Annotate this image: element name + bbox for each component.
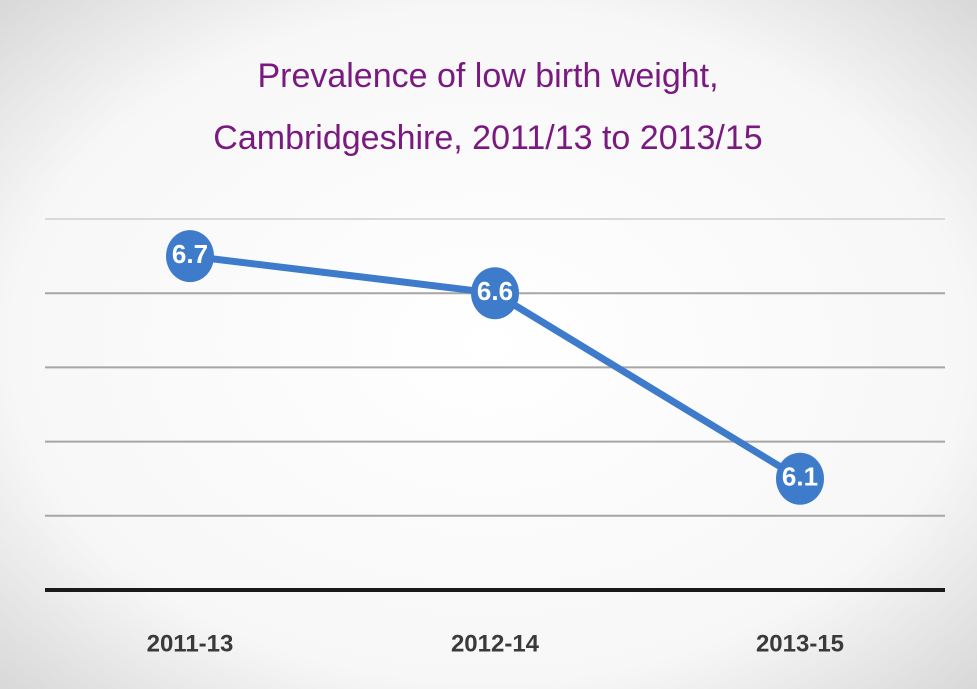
marker: [776, 452, 824, 505]
data-label: 6.1: [782, 462, 818, 492]
x-tick-label: 2013-15: [756, 630, 844, 657]
marker: [166, 230, 214, 283]
x-tick-label: 2012-14: [451, 630, 540, 657]
chart-title: Prevalence of low birth weight,: [257, 57, 718, 95]
chart-title: Cambridgeshire, 2011/13 to 2013/15: [213, 119, 762, 157]
marker: [471, 267, 519, 320]
data-label: 6.6: [477, 276, 513, 306]
x-tick-label: 2011-13: [147, 630, 234, 657]
data-label: 6.7: [172, 239, 208, 269]
